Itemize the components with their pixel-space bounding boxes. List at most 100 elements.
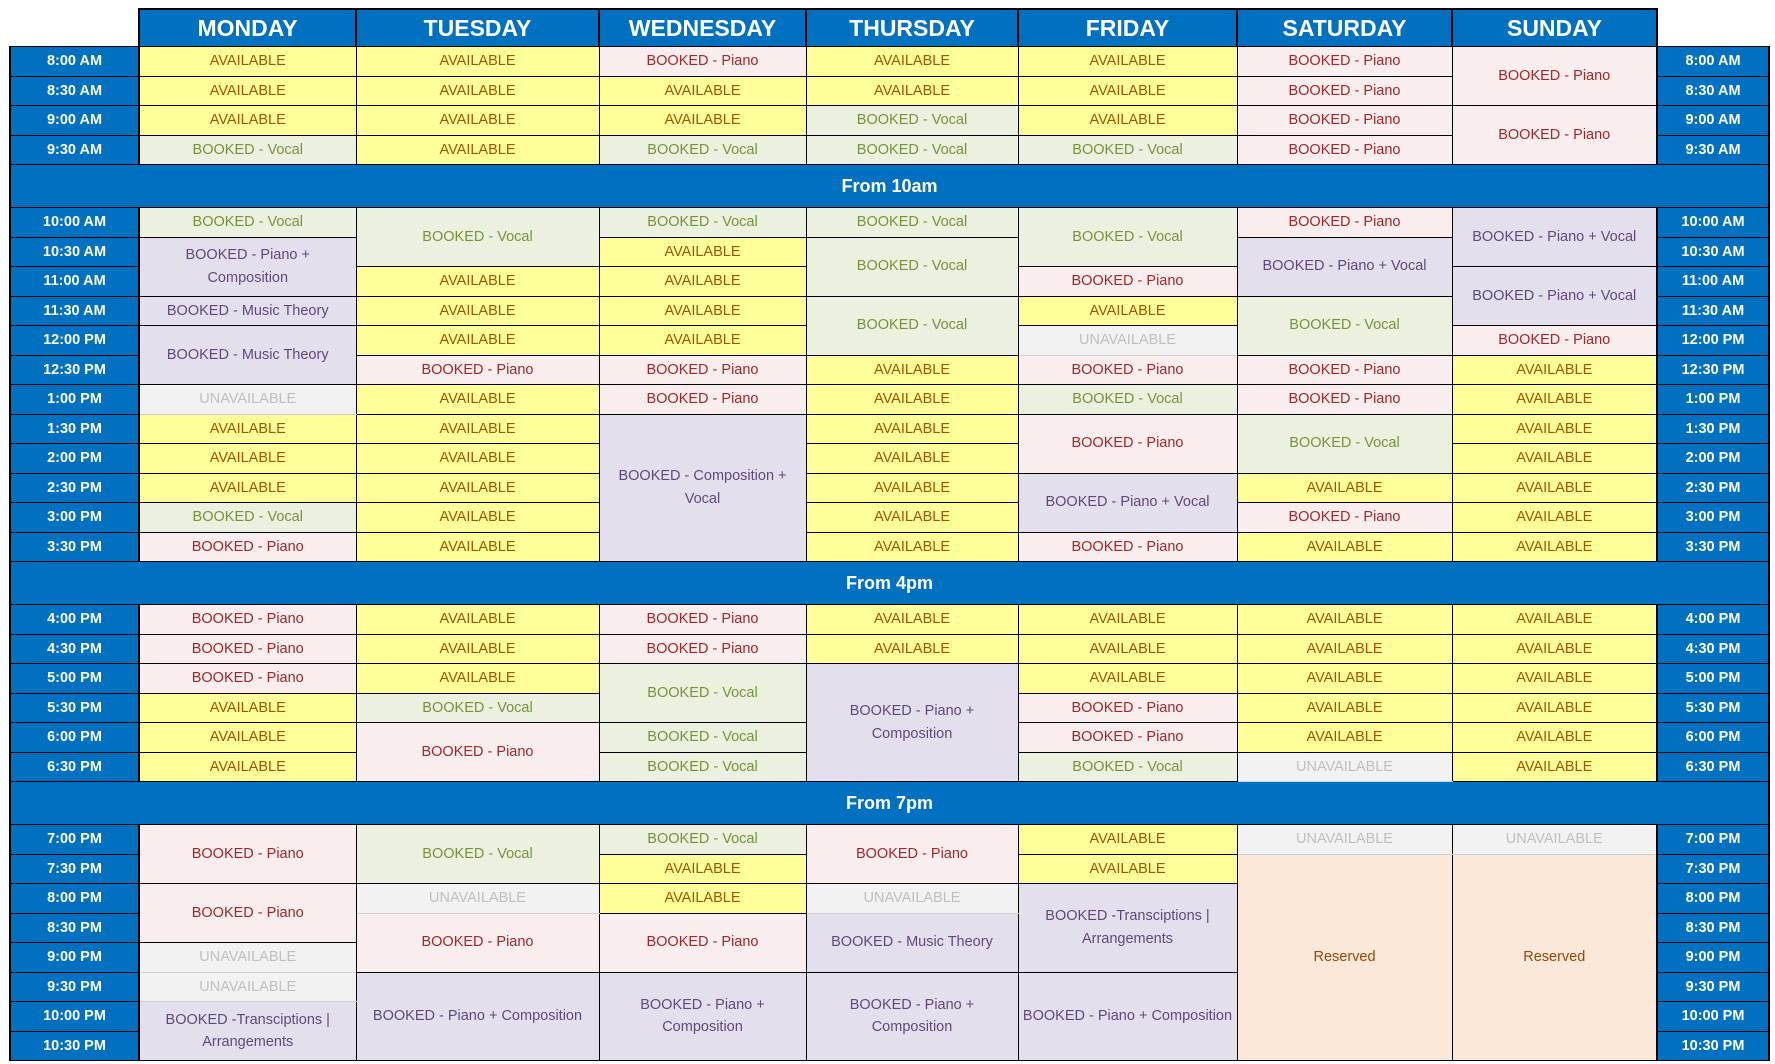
schedule-cell-combo[interactable]: BOOKED - Piano + Vocal xyxy=(1451,207,1658,267)
schedule-cell-available[interactable]: AVAILABLE xyxy=(355,295,600,326)
schedule-cell-vocal[interactable]: BOOKED - Vocal xyxy=(138,207,357,238)
schedule-cell-combo[interactable]: BOOKED - Piano + Vocal xyxy=(1017,472,1238,533)
schedule-cell-available[interactable]: AVAILABLE xyxy=(598,853,807,884)
schedule-cell-available[interactable]: AVAILABLE xyxy=(1451,502,1658,533)
schedule-cell-piano[interactable]: BOOKED - Piano xyxy=(1236,75,1453,106)
schedule-cell-vocal[interactable]: BOOKED - Vocal xyxy=(598,722,807,753)
schedule-cell-available[interactable]: AVAILABLE xyxy=(598,236,807,267)
schedule-cell-available[interactable]: AVAILABLE xyxy=(1451,443,1658,474)
schedule-cell-piano[interactable]: BOOKED - Piano xyxy=(1017,692,1238,723)
schedule-cell-unavailable[interactable]: UNAVAILABLE xyxy=(1236,824,1453,855)
schedule-cell-available[interactable]: AVAILABLE xyxy=(598,325,807,356)
schedule-cell-piano[interactable]: BOOKED - Piano xyxy=(1236,46,1453,77)
schedule-cell-vocal[interactable]: BOOKED - Vocal xyxy=(355,692,600,723)
schedule-cell-available[interactable]: AVAILABLE xyxy=(1451,413,1658,444)
schedule-cell-available[interactable]: AVAILABLE xyxy=(355,384,600,415)
schedule-cell-vocal[interactable]: BOOKED - Vocal xyxy=(598,134,807,165)
schedule-cell-available[interactable]: AVAILABLE xyxy=(805,384,1019,415)
schedule-cell-unavailable[interactable]: UNAVAILABLE xyxy=(355,883,600,914)
schedule-cell-vocal[interactable]: BOOKED - Vocal xyxy=(1017,751,1238,782)
schedule-cell-unavailable[interactable]: UNAVAILABLE xyxy=(138,384,357,415)
schedule-cell-available[interactable]: AVAILABLE xyxy=(355,413,600,444)
schedule-cell-available[interactable]: AVAILABLE xyxy=(355,472,600,503)
schedule-cell-vocal[interactable]: BOOKED - Vocal xyxy=(138,502,357,533)
schedule-cell-available[interactable]: AVAILABLE xyxy=(805,604,1019,635)
schedule-cell-available[interactable]: AVAILABLE xyxy=(1236,663,1453,694)
schedule-cell-piano[interactable]: BOOKED - Piano xyxy=(1236,502,1453,533)
schedule-cell-vocal[interactable]: BOOKED - Vocal xyxy=(598,824,807,855)
schedule-cell-available[interactable]: AVAILABLE xyxy=(355,134,600,165)
schedule-cell-reserved[interactable]: Reserved xyxy=(1236,853,1453,1061)
schedule-cell-available[interactable]: AVAILABLE xyxy=(805,75,1019,106)
schedule-cell-available[interactable]: AVAILABLE xyxy=(805,443,1019,474)
schedule-cell-vocal[interactable]: BOOKED - Vocal xyxy=(355,207,600,267)
schedule-cell-unavailable[interactable]: UNAVAILABLE xyxy=(138,971,357,1002)
schedule-cell-available[interactable]: AVAILABLE xyxy=(1017,295,1238,326)
schedule-cell-available[interactable]: AVAILABLE xyxy=(1451,751,1658,782)
schedule-cell-available[interactable]: AVAILABLE xyxy=(355,531,600,562)
schedule-cell-available[interactable]: AVAILABLE xyxy=(1236,722,1453,753)
schedule-cell-available[interactable]: AVAILABLE xyxy=(138,105,357,136)
schedule-cell-vocal[interactable]: BOOKED - Vocal xyxy=(1017,134,1238,165)
schedule-cell-vocal[interactable]: BOOKED - Vocal xyxy=(805,134,1019,165)
schedule-cell-available[interactable]: AVAILABLE xyxy=(1017,633,1238,664)
schedule-cell-available[interactable]: AVAILABLE xyxy=(355,502,600,533)
schedule-cell-vocal[interactable]: BOOKED - Vocal xyxy=(805,105,1019,136)
schedule-cell-combo[interactable]: BOOKED - Piano + Composition xyxy=(1017,971,1238,1061)
schedule-cell-vocal[interactable]: BOOKED - Vocal xyxy=(1236,413,1453,474)
schedule-cell-available[interactable]: AVAILABLE xyxy=(1451,604,1658,635)
schedule-cell-available[interactable]: AVAILABLE xyxy=(805,531,1019,562)
schedule-cell-unavailable[interactable]: UNAVAILABLE xyxy=(1236,751,1453,782)
schedule-cell-combo[interactable]: BOOKED - Piano + Composition xyxy=(138,236,357,297)
schedule-cell-combo[interactable]: BOOKED - Piano + Vocal xyxy=(1451,266,1658,326)
schedule-cell-available[interactable]: AVAILABLE xyxy=(355,633,600,664)
schedule-cell-piano[interactable]: BOOKED - Piano xyxy=(355,354,600,385)
schedule-cell-piano[interactable]: BOOKED - Piano xyxy=(1017,354,1238,385)
schedule-cell-combo[interactable]: BOOKED - Piano + Composition xyxy=(598,971,807,1061)
schedule-cell-available[interactable]: AVAILABLE xyxy=(355,325,600,356)
schedule-cell-available[interactable]: AVAILABLE xyxy=(1017,824,1238,855)
schedule-cell-available[interactable]: AVAILABLE xyxy=(805,46,1019,77)
schedule-cell-piano[interactable]: BOOKED - Piano xyxy=(1017,413,1238,474)
schedule-cell-combo[interactable]: BOOKED - Piano + Composition xyxy=(805,971,1019,1061)
schedule-cell-piano[interactable]: BOOKED - Piano xyxy=(598,912,807,973)
schedule-cell-available[interactable]: AVAILABLE xyxy=(1236,531,1453,562)
schedule-cell-available[interactable]: AVAILABLE xyxy=(138,751,357,782)
schedule-cell-available[interactable]: AVAILABLE xyxy=(598,75,807,106)
schedule-cell-vocal[interactable]: BOOKED - Vocal xyxy=(598,207,807,238)
schedule-cell-vocal[interactable]: BOOKED - Vocal xyxy=(1017,384,1238,415)
schedule-cell-available[interactable]: AVAILABLE xyxy=(805,472,1019,503)
schedule-cell-combo[interactable]: BOOKED - Piano + Composition xyxy=(355,971,600,1061)
schedule-cell-combo[interactable]: BOOKED - Piano + Vocal xyxy=(1236,236,1453,297)
schedule-cell-available[interactable]: AVAILABLE xyxy=(1451,663,1658,694)
schedule-cell-available[interactable]: AVAILABLE xyxy=(138,443,357,474)
schedule-cell-combo[interactable]: BOOKED - Music Theory xyxy=(805,912,1019,973)
schedule-cell-piano[interactable]: BOOKED - Piano xyxy=(598,384,807,415)
schedule-cell-combo[interactable]: BOOKED - Piano + Composition xyxy=(805,663,1019,782)
schedule-cell-available[interactable]: AVAILABLE xyxy=(1451,354,1658,385)
schedule-cell-available[interactable]: AVAILABLE xyxy=(1017,75,1238,106)
schedule-cell-available[interactable]: AVAILABLE xyxy=(1451,692,1658,723)
schedule-cell-available[interactable]: AVAILABLE xyxy=(1017,604,1238,635)
schedule-cell-vocal[interactable]: BOOKED - Vocal xyxy=(805,236,1019,297)
schedule-cell-available[interactable]: AVAILABLE xyxy=(355,105,600,136)
schedule-cell-piano[interactable]: BOOKED - Piano xyxy=(598,633,807,664)
schedule-cell-available[interactable]: AVAILABLE xyxy=(1451,384,1658,415)
schedule-cell-vocal[interactable]: BOOKED - Vocal xyxy=(355,824,600,884)
schedule-cell-vocal[interactable]: BOOKED - Vocal xyxy=(805,207,1019,238)
schedule-cell-piano[interactable]: BOOKED - Piano xyxy=(598,604,807,635)
schedule-cell-combo[interactable]: BOOKED - Music Theory xyxy=(138,295,357,326)
schedule-cell-vocal[interactable]: BOOKED - Vocal xyxy=(598,751,807,782)
schedule-cell-piano[interactable]: BOOKED - Piano xyxy=(1451,325,1658,356)
schedule-cell-reserved[interactable]: Reserved xyxy=(1451,853,1658,1061)
schedule-cell-available[interactable]: AVAILABLE xyxy=(1451,722,1658,753)
schedule-cell-available[interactable]: AVAILABLE xyxy=(1451,531,1658,562)
schedule-cell-unavailable[interactable]: UNAVAILABLE xyxy=(1017,325,1238,356)
schedule-cell-piano[interactable]: BOOKED - Piano xyxy=(138,531,357,562)
schedule-cell-piano[interactable]: BOOKED - Piano xyxy=(138,604,357,635)
schedule-cell-vocal[interactable]: BOOKED - Vocal xyxy=(1236,295,1453,356)
schedule-cell-available[interactable]: AVAILABLE xyxy=(355,266,600,297)
schedule-cell-available[interactable]: AVAILABLE xyxy=(1236,604,1453,635)
schedule-cell-available[interactable]: AVAILABLE xyxy=(598,266,807,297)
schedule-cell-available[interactable]: AVAILABLE xyxy=(355,75,600,106)
